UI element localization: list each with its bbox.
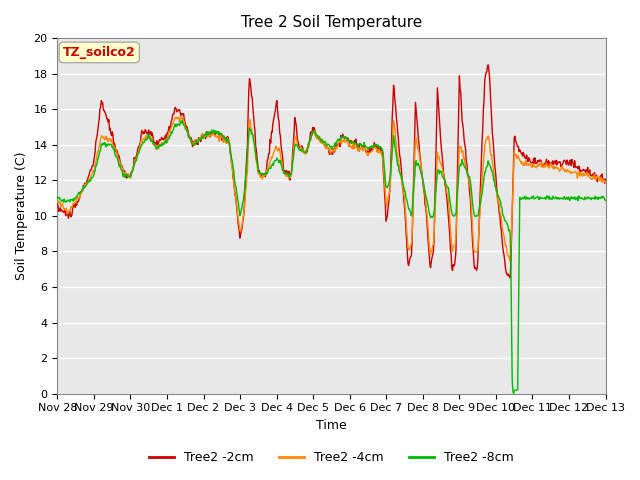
Text: TZ_soilco2: TZ_soilco2	[63, 46, 136, 59]
Y-axis label: Soil Temperature (C): Soil Temperature (C)	[15, 152, 28, 280]
Title: Tree 2 Soil Temperature: Tree 2 Soil Temperature	[241, 15, 422, 30]
Legend: Tree2 -2cm, Tree2 -4cm, Tree2 -8cm: Tree2 -2cm, Tree2 -4cm, Tree2 -8cm	[145, 446, 518, 469]
X-axis label: Time: Time	[316, 419, 347, 432]
